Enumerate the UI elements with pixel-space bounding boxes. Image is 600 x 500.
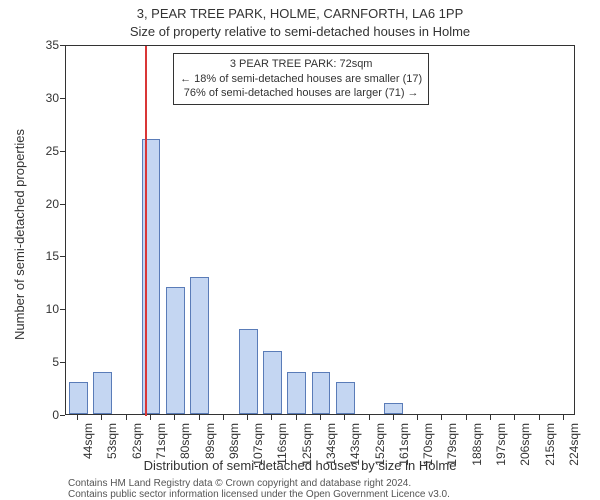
chart-title: 3, PEAR TREE PARK, HOLME, CARNFORTH, LA6… [0, 6, 600, 21]
annotation-line: ← 18% of semi-detached houses are smalle… [180, 72, 422, 87]
histogram-bar [69, 382, 88, 414]
x-tick-mark [514, 415, 515, 420]
y-tick-label: 35 [29, 38, 59, 52]
x-tick-mark [77, 415, 78, 420]
y-tick-mark [60, 45, 65, 46]
x-tick-mark [101, 415, 102, 420]
histogram-bar [263, 351, 282, 414]
y-tick-label: 15 [29, 249, 59, 263]
y-tick-mark [60, 151, 65, 152]
x-tick-mark [247, 415, 248, 420]
x-tick-mark [417, 415, 418, 420]
x-tick-mark [296, 415, 297, 420]
attribution-text: Contains HM Land Registry data © Crown c… [68, 478, 450, 500]
x-tick-mark [150, 415, 151, 420]
y-tick-mark [60, 98, 65, 99]
attribution-line: Contains public sector information licen… [68, 489, 450, 500]
attribution-line: Contains HM Land Registry data © Crown c… [68, 478, 450, 489]
y-tick-label: 30 [29, 91, 59, 105]
histogram-bar [384, 403, 403, 414]
y-tick-mark [60, 309, 65, 310]
x-tick-mark [539, 415, 540, 420]
y-tick-label: 10 [29, 302, 59, 316]
y-tick-label: 20 [29, 197, 59, 211]
x-tick-mark [441, 415, 442, 420]
x-axis-label: Distribution of semi-detached houses by … [0, 458, 600, 473]
annotation-line: 76% of semi-detached houses are larger (… [180, 86, 422, 101]
y-tick-label: 25 [29, 144, 59, 158]
y-tick-label: 0 [29, 408, 59, 422]
y-tick-mark [60, 362, 65, 363]
histogram-bar [166, 287, 185, 414]
y-tick-mark [60, 204, 65, 205]
y-tick-label: 5 [29, 355, 59, 369]
x-tick-mark [320, 415, 321, 420]
histogram-bar [93, 372, 112, 414]
histogram-bar [287, 372, 306, 414]
y-tick-mark [60, 415, 65, 416]
x-tick-mark [174, 415, 175, 420]
histogram-bar [336, 382, 355, 414]
x-tick-mark [393, 415, 394, 420]
histogram-bar [190, 277, 209, 414]
x-tick-mark [271, 415, 272, 420]
property-marker-line [145, 46, 147, 416]
x-tick-mark [563, 415, 564, 420]
plot-area: 3 PEAR TREE PARK: 72sqm← 18% of semi-det… [65, 45, 575, 415]
x-tick-mark [466, 415, 467, 420]
annotation-box: 3 PEAR TREE PARK: 72sqm← 18% of semi-det… [173, 53, 429, 106]
x-tick-mark [369, 415, 370, 420]
x-tick-mark [126, 415, 127, 420]
x-tick-mark [344, 415, 345, 420]
y-tick-mark [60, 256, 65, 257]
chart-subtitle: Size of property relative to semi-detach… [0, 24, 600, 39]
x-tick-mark [490, 415, 491, 420]
x-tick-mark [199, 415, 200, 420]
y-axis-label: Number of semi-detached properties [12, 129, 27, 340]
histogram-bar [312, 372, 331, 414]
annotation-line: 3 PEAR TREE PARK: 72sqm [180, 57, 422, 72]
x-tick-mark [223, 415, 224, 420]
histogram-bar [239, 329, 258, 414]
